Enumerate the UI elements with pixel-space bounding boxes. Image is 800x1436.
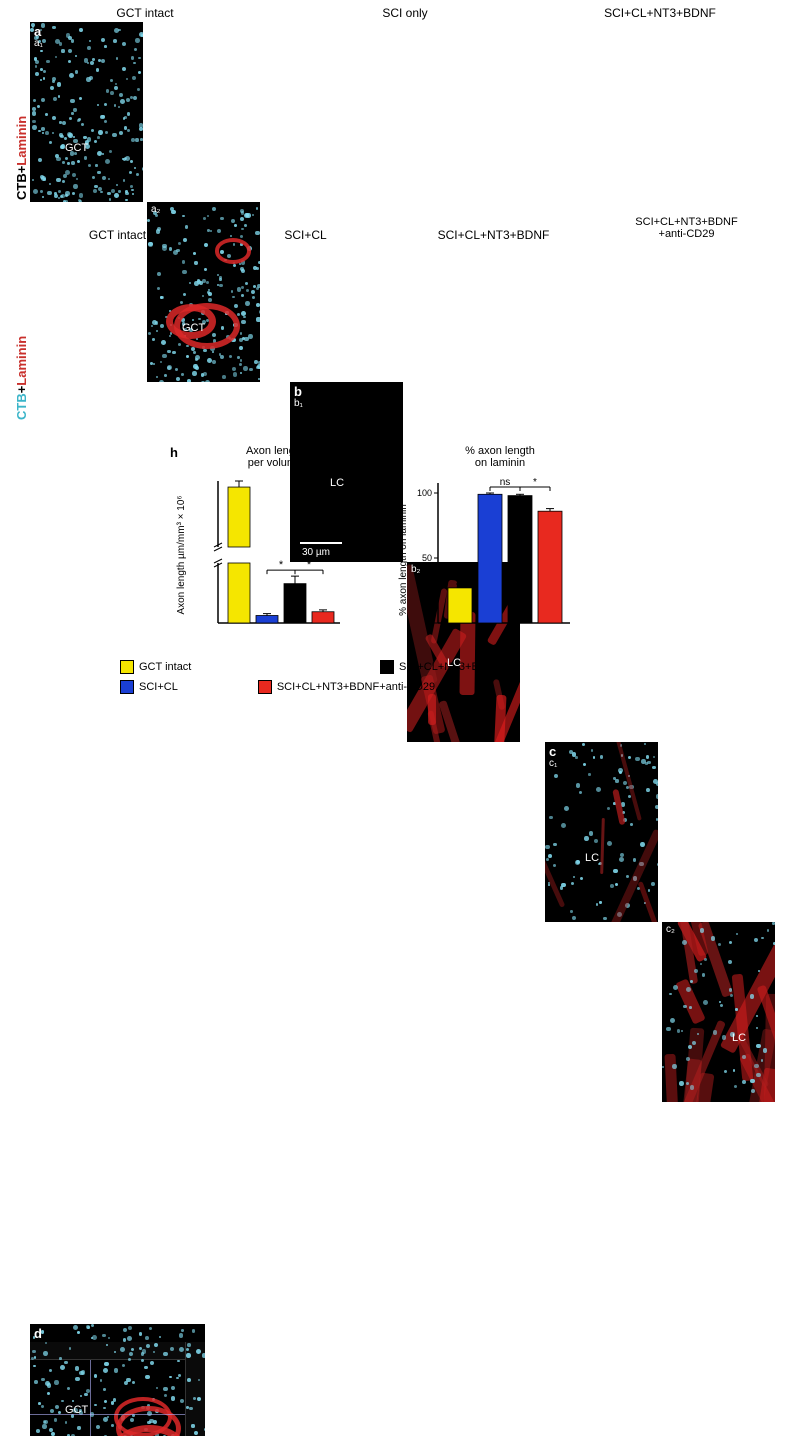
legend-swatch [258,680,272,694]
legend-item: GCT intact [120,660,300,674]
panel-c-title: SCI+CL+NT3+BDNF [545,6,775,20]
panel-c1-inner: LC [585,852,599,864]
svg-text:50: 50 [422,553,432,563]
legend-label: GCT intact [139,661,191,673]
panel-a2-sub: a₂ [151,204,160,215]
legend-label: SCI+CL+NT3+BDNF+anti-CD29 [277,681,435,693]
legend: GCT intact SCI+CL+NT3+BDNF SCI+CL SCI+CL+NT… [120,660,720,700]
chart-h-svg: * * Axon length µm/mm³ × 10⁶ [170,445,345,635]
panel-b-letter: b [294,384,302,399]
panel-d-title: GCT intact [30,228,205,242]
legend-item: SCI+CL+NT3+BDNF [380,660,560,674]
legend-swatch [380,660,394,674]
svg-text:100: 100 [417,488,432,498]
panel-c1-sub: c₁ [549,758,557,769]
svg-text:% axon length on laminin: % axon length on laminin [398,504,409,616]
chart-h: h Axon length per volume **Axon length µ… [170,445,345,635]
panel-a-letter: a [34,24,41,39]
svg-text:*: * [279,559,284,571]
panel-c1: c c₁ LC [545,742,658,922]
panel-c2-inner: LC [732,1032,746,1044]
panel-a2-inner: GCT [182,322,205,334]
legend-label: SCI+CL [139,681,178,693]
panel-f-title: SCI+CL+NT3+BDNF [406,228,581,242]
legend-item: SCI+CL+NT3+BDNF+anti-CD29 [258,680,435,694]
panel-b1-inner: LC [330,477,344,489]
panel-a1-sub: a₁ [34,38,43,49]
svg-text:0: 0 [427,618,432,628]
row1-ylabel: CTB+Laminin [14,116,29,200]
row2-ylabel: CTB+Laminin [14,336,29,420]
panel-a1: a a₁ GCT [30,22,143,202]
panel-g-title: SCI+CL+NT3+BDNF +anti-CD29 [594,216,779,240]
svg-text:*: * [533,477,537,488]
panel-b2-inner: LC [447,657,461,669]
panel-b-title: SCI only [290,6,520,20]
chart-i-svg: 0 50 100 ns * % axon length on laminin [390,445,575,635]
panel-a-title: GCT intact [30,6,260,20]
legend-item: SCI+CL [120,680,178,694]
plus-sign: + [14,166,29,174]
panel-c2-sub: c₂ [666,924,675,935]
legend-swatch [120,660,134,674]
svg-text:Axon length µm/mm³ × 10⁶: Axon length µm/mm³ × 10⁶ [176,495,187,614]
panel-e-title: SCI+CL [218,228,393,242]
laminin-label-2: Laminin [14,336,29,386]
plus-sign-2: + [14,386,29,394]
panel-a1-inner: GCT [65,142,88,154]
laminin-label: Laminin [14,116,29,166]
svg-text:ns: ns [500,477,511,488]
panel-b2-sub: b₂ [411,564,420,575]
panel-c-letter: c [549,744,556,759]
chart-i: i % axon length on laminin 050100ns*% ax… [390,445,575,635]
svg-text:*: * [307,559,312,571]
legend-swatch [120,680,134,694]
panel-c2: c₂ LC [662,922,775,1102]
panel-d-letter: d [34,1326,42,1341]
panel-d: d GCT [30,1324,205,1436]
panel-b1-sub: b₁ [294,398,303,409]
panel-d-inner: GCT [65,1404,88,1416]
ctb-label: CTB [14,173,29,200]
ctb-label-2: CTB [14,393,29,420]
